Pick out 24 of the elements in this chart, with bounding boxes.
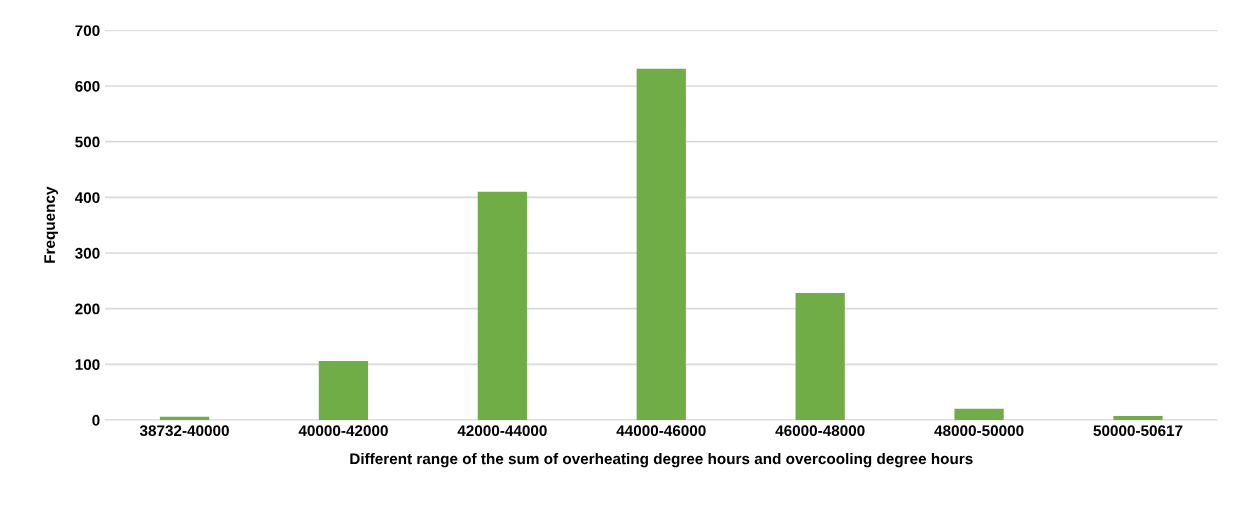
y-tick-label: 100: [75, 359, 100, 371]
y-tick-label: 300: [75, 247, 100, 259]
bar: [159, 416, 210, 420]
bar: [477, 191, 527, 420]
y-axis-title: Frequency: [44, 186, 59, 263]
x-tick-label: 38732-40000: [139, 425, 229, 437]
y-tick-label: 600: [75, 80, 100, 92]
y-tick-label: 0: [92, 414, 100, 426]
x-tick-label: 46000-48000: [775, 425, 865, 437]
y-tick-label: 700: [75, 25, 100, 37]
y-tick-label: 400: [74, 192, 100, 204]
x-axis-title: Different range of the sum of overheating degree hours and overcooling degree hours: [350, 452, 973, 468]
bar: [795, 293, 845, 420]
x-tick-label: 44000-46000: [616, 425, 706, 437]
x-tick-label: 50000-50617: [1093, 425, 1183, 437]
bar: [636, 68, 686, 420]
x-tick-label: 40000-42000: [298, 425, 388, 437]
y-tick-label: 200: [75, 303, 100, 315]
bar: [954, 408, 1004, 420]
x-tick-label: 42000-44000: [457, 425, 547, 437]
bar: [1113, 416, 1163, 420]
x-tick-label: 48000-50000: [934, 425, 1024, 437]
bar: [318, 360, 369, 420]
y-tick-label: 500: [75, 136, 100, 148]
